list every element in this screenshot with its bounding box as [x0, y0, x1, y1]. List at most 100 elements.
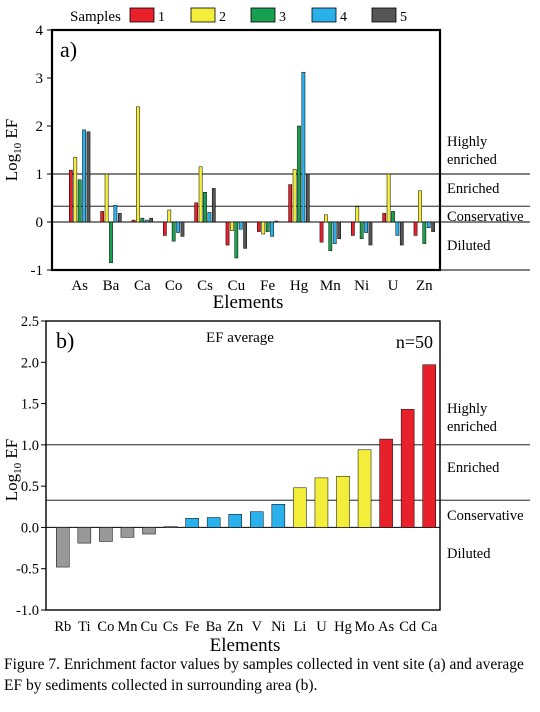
legend-swatch-sample-3 [250, 7, 276, 23]
tick-label-b-As: As [378, 619, 394, 635]
bar-a-Hg-sample-3 [297, 125, 301, 223]
tick-label-b-Ca: Ca [421, 619, 438, 635]
bar-a-As-sample-2 [73, 156, 78, 223]
chart-title-b: EF average [206, 330, 274, 346]
legend-title: Samples [70, 9, 121, 25]
bar-a-Ba-sample-3 [109, 221, 113, 264]
bar-a-Mn-sample-2 [324, 214, 328, 223]
legend-swatch-sample-4 [311, 7, 337, 23]
y-tick-label-b-0: -1.0 [16, 603, 39, 619]
bar-a-Ba-sample-1 [100, 211, 105, 223]
tick-label-a-Co: Co [165, 278, 183, 294]
tick-label-a-As: As [71, 278, 88, 294]
tick-label-b-Mn: Mn [117, 619, 138, 635]
tick-label-a-Mn: Mn [320, 278, 341, 294]
y-tick-label-a-1: 0 [36, 215, 44, 231]
zone-label-b-conservative: Conservative [447, 508, 524, 524]
bar-a-Ca-sample-2 [136, 106, 140, 223]
bar-a-Ba-sample-5 [117, 213, 122, 223]
y-tick-label-b-7: 2.5 [21, 314, 39, 330]
bar-a-U-sample-5 [399, 221, 404, 246]
tick-label-b-Hg: Hg [334, 619, 352, 635]
y-tick-label-a-4: 3 [36, 71, 44, 87]
bar-a-Cs-sample-4 [207, 212, 212, 223]
bar-b-Ti [77, 527, 92, 544]
y-tick-label-a-0: -1 [31, 263, 44, 279]
bar-b-Ba [206, 517, 221, 528]
bar-a-Cs-sample-3 [203, 191, 207, 223]
bar-a-Co-sample-4 [176, 221, 180, 233]
tick-label-a-Zn: Zn [416, 278, 433, 294]
bar-a-U-sample-4 [395, 221, 400, 236]
x-axis-label-a: Elements [213, 292, 284, 313]
bar-a-Cu-sample-3 [234, 221, 239, 259]
y-axis-label-a: Log10 EF [2, 119, 24, 181]
y-tick-label-b-1: -0.5 [16, 562, 39, 578]
zone-label-a-highly: Highly [447, 134, 488, 150]
tick-label-b-Ba: Ba [206, 619, 223, 635]
tick-label-a-Ba: Ba [103, 278, 120, 294]
bar-a-Fe-sample-2 [261, 221, 266, 235]
bar-a-Hg-sample-5 [305, 173, 310, 223]
bar-a-Mn-sample-4 [332, 221, 337, 244]
tick-label-a-Cs: Cs [197, 278, 213, 294]
bar-a-Ba-sample-4 [113, 204, 118, 223]
bar-b-Cs [163, 526, 178, 528]
bar-b-Ca [422, 364, 436, 528]
bar-b-Cd [400, 409, 415, 528]
y-tick-label-b-2: 0.0 [21, 520, 39, 536]
bar-a-As-sample-5 [86, 131, 91, 223]
bar-a-Zn-sample-4 [426, 221, 431, 229]
legend-label-sample-4: 4 [340, 10, 347, 25]
legend-swatch-sample-2 [190, 7, 216, 23]
tick-label-b-Co: Co [97, 619, 114, 635]
tick-label-b-Cu: Cu [141, 619, 158, 635]
bar-b-U [314, 477, 329, 528]
bar-b-Mo [357, 449, 372, 528]
tick-label-b-Zn: Zn [227, 619, 244, 635]
tick-label-b-Mo: Mo [354, 619, 374, 635]
zone-label-a-enriched-suffix: enriched [447, 152, 498, 168]
tick-label-b-Cs: Cs [163, 619, 179, 635]
legend-label-sample-2: 2 [219, 10, 226, 25]
bar-a-As-sample-4 [82, 129, 86, 223]
panel-label-b: b) [56, 328, 74, 353]
bar-a-Fe-sample-3 [265, 221, 270, 232]
bar-a-Ni-sample-5 [368, 221, 373, 246]
bar-a-Mn-sample-1 [319, 221, 324, 243]
bar-b-Ni [271, 504, 286, 528]
tick-label-b-Li: Li [293, 619, 306, 635]
tick-label-b-Cd: Cd [399, 619, 417, 635]
bar-a-Zn-sample-1 [413, 221, 418, 236]
bar-a-Fe-sample-4 [270, 221, 274, 237]
bar-a-Ca-sample-1 [131, 219, 136, 223]
bar-a-Ca-sample-4 [144, 219, 149, 223]
y-axis-label-b: Log10 EF [2, 439, 24, 501]
y-tick-label-b-5: 1.5 [21, 397, 39, 413]
y-tick-label-a-2: 1 [36, 167, 44, 183]
bar-a-Cu-sample-1 [225, 221, 230, 246]
zone-label-b-enriched: Enriched [447, 460, 500, 476]
bar-a-U-sample-1 [382, 213, 387, 223]
bar-a-Co-sample-5 [180, 221, 185, 237]
bar-b-Fe [185, 518, 199, 528]
y-tick-label-b-4: 1.0 [21, 438, 39, 454]
bar-a-Ca-sample-3 [140, 217, 145, 223]
bar-a-Ca-sample-5 [149, 217, 153, 223]
legend-label-sample-3: 3 [279, 10, 286, 25]
bar-b-V [250, 511, 264, 528]
tick-label-a-Fe: Fe [260, 278, 275, 294]
bar-b-Hg [336, 475, 350, 528]
legend-label-sample-5: 5 [400, 10, 407, 25]
zone-label-a-conservative: Conservative [447, 209, 524, 225]
tick-label-b-Rb: Rb [54, 619, 71, 635]
bar-a-Hg-sample-2 [292, 168, 297, 223]
tick-label-b-Ti: Ti [78, 619, 90, 635]
bar-a-U-sample-3 [391, 211, 395, 223]
tick-label-b-U: U [316, 619, 327, 635]
bar-a-Ni-sample-1 [351, 221, 355, 236]
bar-a-Ba-sample-2 [104, 173, 109, 223]
bar-a-Hg-sample-1 [288, 184, 293, 223]
legend-label-sample-1: 1 [158, 10, 165, 25]
